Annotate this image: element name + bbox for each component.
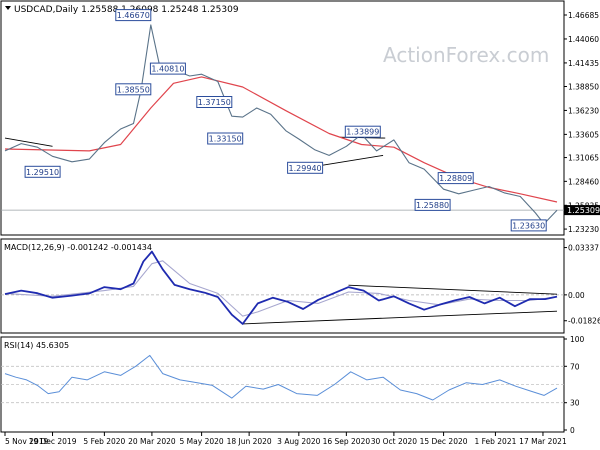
macd-panel: MACD(12,26,9) -0.001242 -0.001434 0.0333… [0, 238, 600, 334]
macd-series-group [4, 250, 558, 325]
macd-plot-frame [0, 238, 565, 334]
price-annotation-box [149, 62, 186, 75]
price-annotation-label: 1.33150 [209, 135, 242, 144]
price-annotation-label: 1.38550 [117, 85, 150, 94]
price-annotation: 1.46670 [115, 9, 152, 22]
x-tick-label: 20 Mar 2020 [128, 437, 176, 446]
price-y-tick-label: 1.33605 [568, 130, 599, 139]
current-price-tag: 1.25309 [564, 205, 600, 216]
x-tick-label: 15 Dec 2020 [420, 437, 468, 446]
x-tick-label: 5 May 2020 [180, 437, 224, 446]
price-panel: USDCAD,Daily 1.25588 1.26098 1.25248 1.2… [0, 0, 600, 236]
x-tick-label: 5 Nov 2019 [5, 437, 48, 446]
price-annotation: 1.29940 [287, 161, 324, 174]
x-tick-label: 16 Sep 2020 [323, 437, 371, 446]
rsi-line [4, 354, 558, 401]
price-annotation-label: 1.37150 [198, 98, 231, 107]
moving-average-line [4, 76, 558, 203]
price-y-tick-label: 1.41435 [568, 59, 599, 68]
x-tick-label: 5 Feb 2020 [83, 437, 125, 446]
price-y-tick-label: 1.28460 [568, 177, 599, 186]
price-annotation: 1.23630 [510, 219, 547, 232]
rsi-y-tick-label: 100 [570, 335, 585, 344]
price-plot-frame [0, 0, 565, 236]
price-annotation-label: 1.23630 [512, 221, 545, 230]
x-tick-label: 1 Feb 2021 [474, 437, 516, 446]
watermark: ActionForex.com [383, 43, 549, 67]
current-price-tag-box [564, 205, 600, 216]
price-annotation-label: 1.33899 [346, 128, 379, 137]
price-annotation-box [287, 161, 324, 174]
rsi-y-axis: 100 70 30 0 [564, 335, 585, 435]
rsi-y-tick-label: 30 [570, 399, 580, 408]
macd-signal-line [4, 260, 558, 317]
macd-trendlines [242, 284, 558, 325]
price-annotation-box [196, 96, 233, 108]
x-tick-label: 30 Oct 2020 [371, 437, 418, 446]
price-annotation-label: 1.25880 [416, 201, 449, 210]
rsi-y-tick-label: 0 [570, 426, 575, 435]
rsi-series-group [4, 354, 558, 401]
price-annotation: 1.40810 [149, 62, 186, 75]
macd-y-axis: 0.03337 0.00 -0.018262 [564, 244, 600, 326]
price-annotation-box [437, 172, 474, 185]
rsi-y-tick-label: 70 [570, 362, 580, 371]
price-annotation-label: 1.40810 [151, 65, 184, 74]
price-annotation-box [207, 132, 244, 145]
price-annotation-box [510, 219, 547, 232]
dropdown-arrow-icon[interactable] [5, 6, 11, 10]
macd-y-tick-label: -0.018262 [568, 317, 600, 326]
price-annotation-box [24, 165, 61, 178]
x-tick-label: 17 Mar 2021 [519, 437, 567, 446]
rsi-panel-title: RSI(14) 45.6305 [4, 341, 69, 350]
macd-trendline [242, 310, 558, 325]
price-annotation-box [414, 198, 451, 211]
price-y-tick-label: 1.31065 [568, 154, 599, 163]
x-tick-label: 3 Aug 2020 [277, 437, 320, 446]
x-tick-label: 19 Dec 2019 [29, 437, 77, 446]
macd-y-tick-label: 0.03337 [568, 244, 599, 253]
price-series-group [4, 24, 558, 225]
price-annotation: 1.25880 [414, 198, 451, 211]
macd-line [4, 250, 558, 325]
rsi-panel: RSI(14) 45.6305 100 70 30 0 [0, 335, 585, 435]
price-annotation: 1.38550 [115, 83, 152, 96]
macd-panel-title: MACD(12,26,9) -0.001242 -0.001434 [4, 243, 152, 252]
price-annotations: 1.46670 1.38550 1.40810 1.37150 1.33150 1.295… [24, 9, 547, 232]
price-annotation-box [115, 9, 152, 22]
price-annotation-label: 1.46670 [117, 11, 150, 20]
price-y-tick-label: 1.23230 [568, 225, 599, 234]
price-y-tick-label: 1.36230 [568, 106, 599, 115]
macd-trendline [348, 284, 558, 295]
price-y-axis: 1.46685 1.44060 1.41435 1.38850 1.36230 1.336… [564, 11, 599, 234]
price-annotation-label: 1.29510 [26, 168, 59, 177]
rsi-guide-lines [1, 365, 564, 404]
price-annotation: 1.33899 [344, 125, 381, 138]
price-y-tick-label: 1.44060 [568, 35, 599, 44]
price-annotation-box [344, 125, 381, 138]
price-annotation: 1.33150 [207, 132, 244, 145]
macd-y-tick-label: 0.00 [568, 291, 585, 300]
price-annotation-box [115, 83, 152, 96]
price-annotation: 1.37150 [196, 96, 233, 108]
price-annotation-label: 1.28809 [439, 174, 472, 183]
price-annotation: 1.28809 [437, 172, 474, 185]
price-line [4, 24, 558, 225]
price-trendline [4, 137, 53, 147]
price-y-tick-label: 1.38850 [568, 83, 599, 92]
x-tick-label: 18 Jun 2020 [227, 437, 272, 446]
price-annotation-label: 1.29940 [289, 164, 322, 173]
price-y-tick-label: 1.46685 [568, 11, 599, 20]
current-price-tag-label: 1.25309 [567, 206, 600, 215]
price-annotation: 1.29510 [24, 165, 61, 178]
